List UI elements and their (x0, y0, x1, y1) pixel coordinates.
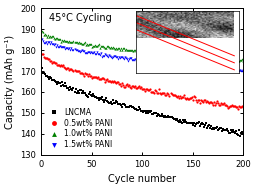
1.0wt% PANI (78, 42, 81, 44)
1.0wt% PANI (225, 57, 228, 59)
0.5wt% PANI (242, 105, 245, 108)
1.0wt% PANI (49, 35, 52, 37)
LNCMA (78, 88, 81, 91)
0.5wt% PANI (79, 72, 82, 74)
0.5wt% PANI (42, 52, 45, 55)
1.0wt% PANI (238, 60, 241, 62)
LNCMA (53, 79, 56, 81)
0.5wt% PANI (237, 107, 240, 110)
LNCMA (242, 132, 245, 135)
1.5wt% PANI (41, 38, 44, 40)
Line: LNCMA: LNCMA (41, 67, 244, 137)
0.5wt% PANI (95, 76, 98, 79)
0.5wt% PANI (226, 105, 229, 107)
1.0wt% PANI (94, 45, 97, 47)
1.5wt% PANI (241, 70, 244, 73)
1.5wt% PANI (242, 69, 245, 71)
0.5wt% PANI (233, 105, 236, 107)
1.5wt% PANI (94, 52, 97, 55)
0.5wt% PANI (41, 53, 44, 55)
Line: 1.0wt% PANI: 1.0wt% PANI (41, 30, 244, 62)
1.5wt% PANI (225, 67, 228, 70)
LNCMA (41, 67, 44, 69)
LNCMA (239, 134, 242, 137)
Text: 45°C Cycling: 45°C Cycling (49, 13, 112, 23)
Line: 1.5wt% PANI: 1.5wt% PANI (41, 38, 244, 73)
X-axis label: Cycle number: Cycle number (108, 174, 176, 184)
1.0wt% PANI (53, 37, 56, 40)
1.5wt% PANI (49, 43, 52, 45)
0.5wt% PANI (54, 62, 57, 64)
0.5wt% PANI (50, 60, 53, 62)
LNCMA (232, 129, 235, 131)
1.5wt% PANI (78, 51, 81, 53)
LNCMA (49, 76, 52, 78)
1.0wt% PANI (41, 30, 44, 33)
Line: 0.5wt% PANI: 0.5wt% PANI (41, 52, 244, 110)
1.5wt% PANI (53, 44, 56, 46)
1.0wt% PANI (232, 58, 235, 60)
1.5wt% PANI (232, 69, 235, 71)
Y-axis label: Capacity (mAh g⁻¹): Capacity (mAh g⁻¹) (5, 34, 15, 129)
1.0wt% PANI (242, 60, 245, 62)
LNCMA (94, 96, 97, 98)
LNCMA (225, 129, 228, 131)
Legend: LNCMA, 0.5wt% PANI, 1.0wt% PANI, 1.5wt% PANI: LNCMA, 0.5wt% PANI, 1.0wt% PANI, 1.5wt% … (45, 106, 114, 151)
